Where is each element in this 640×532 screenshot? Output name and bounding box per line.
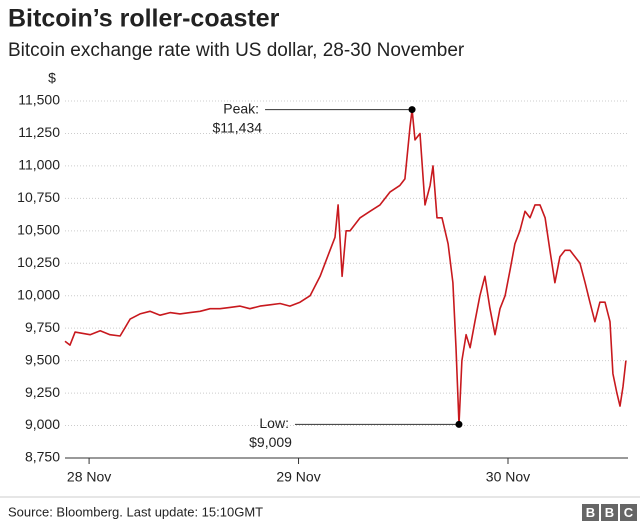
y-tick-label: 10,500 [17,222,60,238]
y-tick-label: 9,000 [25,416,60,432]
y-tick-label: 10,750 [17,189,60,205]
y-tick-label: 10,250 [17,254,60,270]
annotation-point [455,420,463,428]
annotation-point [408,106,416,114]
y-tick-label: 11,250 [18,124,60,140]
logo-letter: B [605,505,614,520]
y-tick-label: 9,500 [25,351,60,367]
logo-letter: B [586,505,595,520]
y-unit: $ [48,70,56,86]
logo-box [620,504,637,521]
logo-box [601,504,618,521]
y-tick-label: 8,750 [25,449,60,465]
x-tick-label: 29 Nov [276,469,320,485]
logo-box [582,504,599,521]
y-tick-label: 10,000 [17,286,60,302]
chart-subtitle: Bitcoin exchange rate with US dollar, 28… [8,40,465,61]
x-tick-label: 30 Nov [486,469,530,485]
annotation-label: Low: [259,415,289,431]
x-tick-label: 28 Nov [67,469,111,485]
y-tick-label: 11,000 [18,157,60,173]
chart-title: Bitcoin’s roller-coaster [8,5,280,33]
y-tick-label: 9,750 [25,319,60,335]
annotation-value: $9,009 [249,434,292,450]
price-line [64,108,627,426]
y-tick-label: 11,500 [18,92,60,108]
source: Source: Bloomberg. Last update: 15:10GMT [8,504,263,519]
annotation-label: Peak: [223,100,259,116]
annotation-value: $11,434 [212,119,262,135]
logo-letter: C [624,505,634,520]
y-tick-label: 9,250 [25,384,60,400]
